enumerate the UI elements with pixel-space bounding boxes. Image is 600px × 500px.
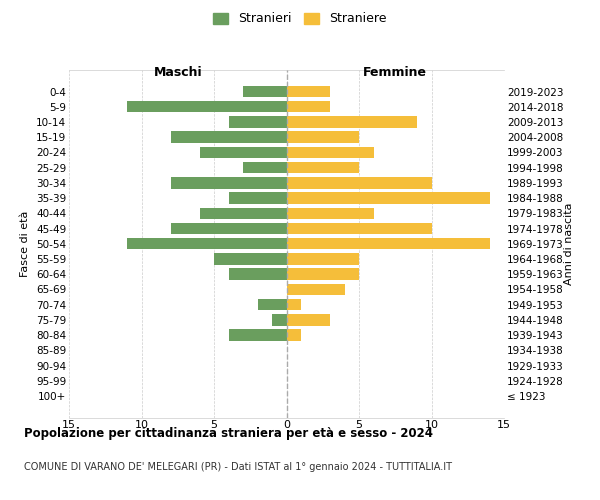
Bar xyxy=(287,132,359,143)
Bar xyxy=(229,192,287,204)
Bar xyxy=(127,238,287,250)
Bar xyxy=(287,101,330,112)
Bar xyxy=(127,101,287,112)
Bar xyxy=(272,314,287,326)
Bar xyxy=(170,177,287,188)
Bar xyxy=(170,132,287,143)
Bar xyxy=(287,330,301,341)
Text: Popolazione per cittadinanza straniera per età e sesso - 2024: Popolazione per cittadinanza straniera p… xyxy=(24,428,433,440)
Bar xyxy=(287,254,359,264)
Bar xyxy=(287,238,490,250)
Bar xyxy=(287,268,359,280)
Bar xyxy=(287,208,373,219)
Bar xyxy=(287,299,301,310)
Y-axis label: Anni di nascita: Anni di nascita xyxy=(564,202,574,285)
Bar xyxy=(287,146,373,158)
Bar xyxy=(229,116,287,128)
Bar xyxy=(287,116,417,128)
Bar xyxy=(287,192,490,204)
Bar xyxy=(229,330,287,341)
Bar xyxy=(170,223,287,234)
Bar xyxy=(243,162,287,173)
Bar xyxy=(243,86,287,97)
Bar xyxy=(229,268,287,280)
Text: Femmine: Femmine xyxy=(363,66,427,80)
Bar xyxy=(214,254,287,264)
Text: Maschi: Maschi xyxy=(154,66,202,80)
Bar xyxy=(287,223,431,234)
Bar xyxy=(287,284,344,295)
Bar xyxy=(199,146,287,158)
Text: COMUNE DI VARANO DE' MELEGARI (PR) - Dati ISTAT al 1° gennaio 2024 - TUTTITALIA.: COMUNE DI VARANO DE' MELEGARI (PR) - Dat… xyxy=(24,462,452,472)
Legend: Stranieri, Straniere: Stranieri, Straniere xyxy=(209,8,391,29)
Bar xyxy=(287,177,431,188)
Bar xyxy=(257,299,287,310)
Bar xyxy=(287,314,330,326)
Bar xyxy=(199,208,287,219)
Y-axis label: Fasce di età: Fasce di età xyxy=(20,210,31,277)
Bar xyxy=(287,86,330,97)
Bar xyxy=(287,162,359,173)
